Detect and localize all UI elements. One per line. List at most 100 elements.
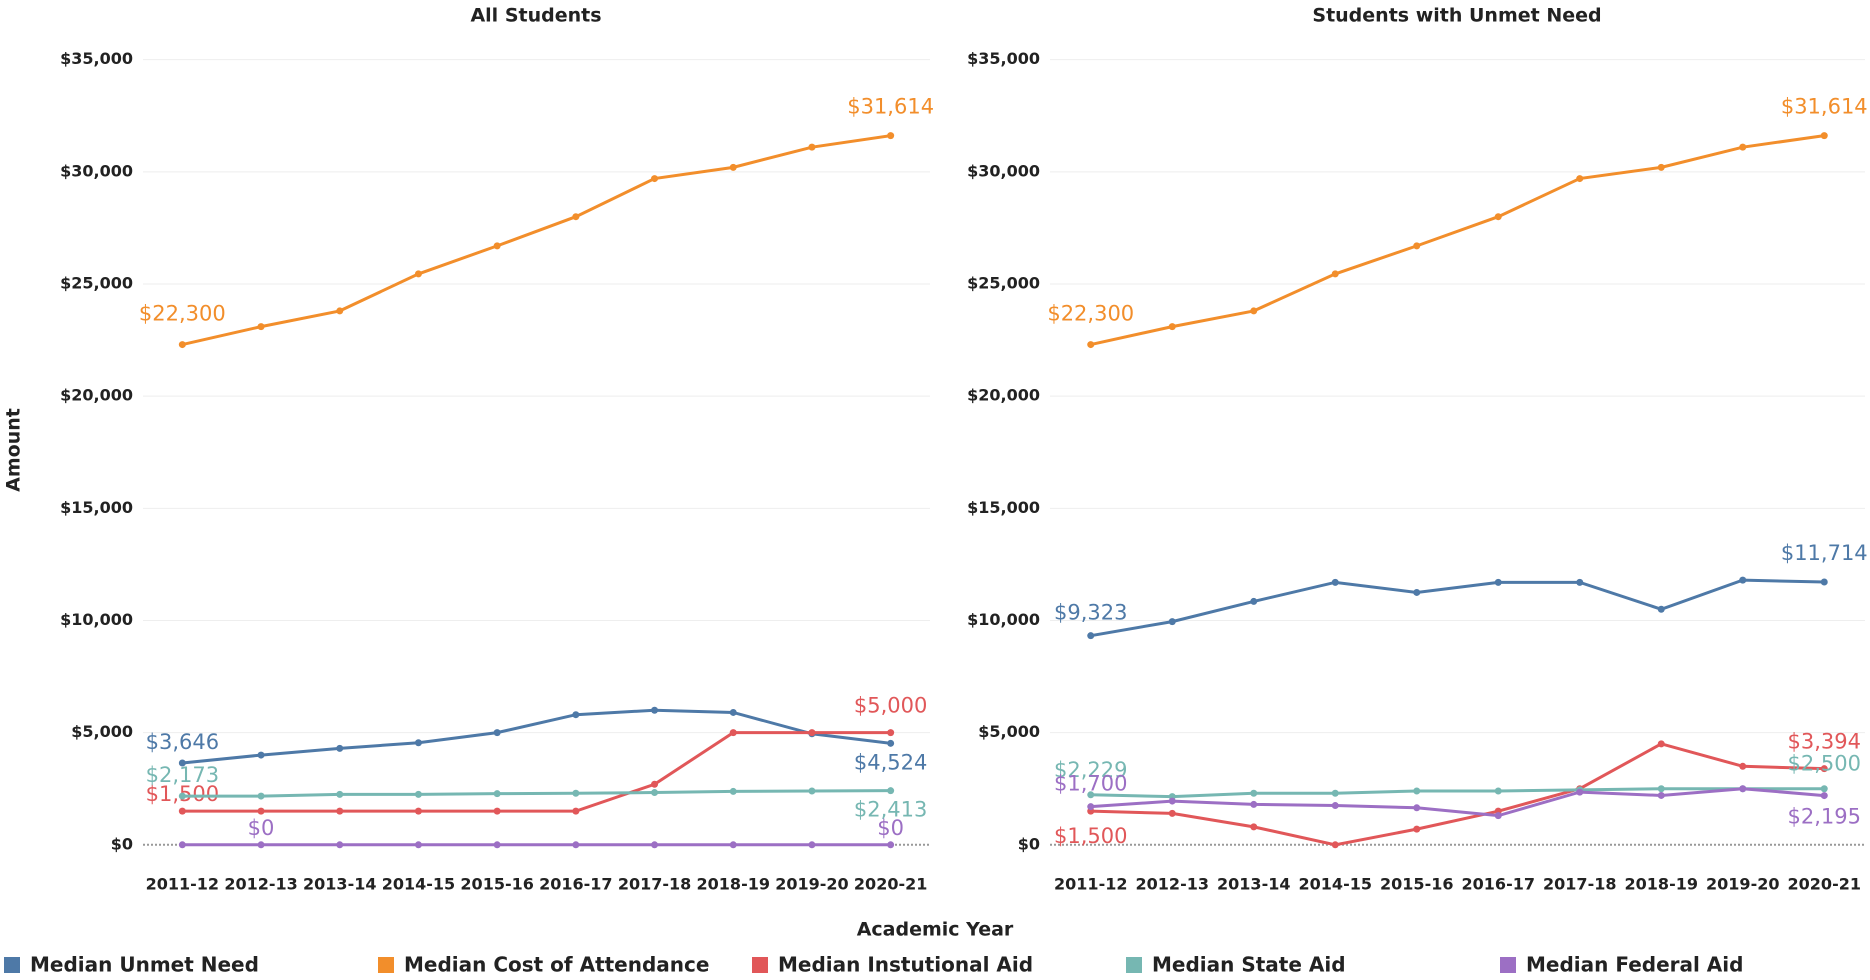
data-point xyxy=(887,729,895,737)
data-point xyxy=(493,807,501,815)
data-point xyxy=(1250,789,1258,797)
data-point xyxy=(1250,597,1258,605)
legend-swatch xyxy=(1500,957,1516,973)
data-point xyxy=(1820,792,1828,800)
data-point xyxy=(257,751,265,759)
y-tick-label: $30,000 xyxy=(967,161,1040,180)
data-point xyxy=(1250,823,1258,831)
y-tick-label: $35,000 xyxy=(60,49,133,68)
x-tick-label: 2016-17 xyxy=(1462,875,1535,894)
data-point xyxy=(1494,578,1502,586)
x-tick-label: 2018-19 xyxy=(697,875,770,894)
x-tick-label: 2015-16 xyxy=(1380,875,1453,894)
data-point xyxy=(572,841,580,849)
x-tick-label: 2012-13 xyxy=(224,875,297,894)
data-point xyxy=(808,143,816,151)
data-label: $22,300 xyxy=(1047,302,1134,326)
data-point xyxy=(1413,242,1421,250)
series-line xyxy=(182,708,891,765)
data-point xyxy=(1250,800,1258,808)
data-point xyxy=(887,132,895,140)
data-point xyxy=(1413,804,1421,812)
data-point xyxy=(336,744,344,752)
data-point xyxy=(257,323,265,331)
x-axis-label: Academic Year xyxy=(857,919,1014,941)
data-label: $4,524 xyxy=(854,750,927,774)
legend-swatch xyxy=(752,957,768,973)
data-point xyxy=(1494,812,1502,820)
data-point xyxy=(1739,576,1747,584)
series-line xyxy=(1090,742,1825,847)
legend-swatch xyxy=(4,957,20,973)
data-point xyxy=(493,841,501,849)
data-point xyxy=(651,780,659,788)
x-tick-label: 2018-19 xyxy=(1625,875,1698,894)
x-tick-label: 2020-21 xyxy=(1788,875,1861,894)
data-point xyxy=(178,792,186,800)
data-point xyxy=(178,341,186,349)
x-tick-label: 2013-14 xyxy=(1217,875,1290,894)
data-point xyxy=(1494,213,1502,221)
series-line xyxy=(182,134,891,347)
data-point xyxy=(1250,307,1258,315)
data-point xyxy=(1657,605,1665,613)
data-point xyxy=(651,706,659,714)
data-label: $2,229 xyxy=(1054,758,1127,782)
data-point xyxy=(1331,270,1339,278)
data-point xyxy=(1739,143,1747,151)
data-label: $0 xyxy=(248,816,275,840)
data-point xyxy=(887,787,895,795)
x-tick-label: 2015-16 xyxy=(460,875,533,894)
data-label: $31,614 xyxy=(1781,95,1868,119)
data-label: $31,614 xyxy=(847,95,934,119)
data-point xyxy=(1820,132,1828,140)
data-point xyxy=(336,790,344,798)
series-line xyxy=(1090,134,1825,347)
data-point xyxy=(493,790,501,798)
data-point xyxy=(729,163,737,171)
data-point xyxy=(808,729,816,737)
data-label: $3,646 xyxy=(146,730,219,754)
data-point xyxy=(178,759,186,767)
data-label: $11,714 xyxy=(1781,541,1868,565)
data-point xyxy=(257,841,265,849)
data-point xyxy=(808,787,816,795)
x-tick-label: 2011-12 xyxy=(146,875,219,894)
data-point xyxy=(651,175,659,183)
data-point xyxy=(1331,578,1339,586)
legend-label: Median Unmet Need xyxy=(30,953,259,977)
data-point xyxy=(414,807,422,815)
legend-label: Median Cost of Attendance xyxy=(404,953,709,977)
y-tick-label: $30,000 xyxy=(60,161,133,180)
x-tick-label: 2014-15 xyxy=(1299,875,1372,894)
chart-title: All Students xyxy=(470,5,601,27)
legend-label: Median Federal Aid xyxy=(1526,953,1743,977)
legend-swatch xyxy=(378,957,394,973)
data-point xyxy=(1820,785,1828,793)
data-point xyxy=(336,807,344,815)
data-point xyxy=(808,841,816,849)
data-point xyxy=(1331,802,1339,810)
data-point xyxy=(1168,323,1176,331)
data-point xyxy=(414,841,422,849)
data-point xyxy=(1168,618,1176,626)
x-tick-label: 2017-18 xyxy=(1543,875,1616,894)
data-point xyxy=(887,739,895,747)
series-line xyxy=(182,731,891,813)
data-point xyxy=(1576,175,1584,183)
data-point xyxy=(1494,787,1502,795)
data-point xyxy=(651,789,659,797)
data-point xyxy=(1576,788,1584,796)
chart-title: Students with Unmet Need xyxy=(1312,5,1601,27)
y-tick-label: $25,000 xyxy=(60,274,133,293)
y-axis-label: Amount xyxy=(3,408,25,492)
x-tick-label: 2011-12 xyxy=(1054,875,1127,894)
data-point xyxy=(1820,765,1828,773)
data-point xyxy=(1576,578,1584,586)
data-label: $22,300 xyxy=(139,302,226,326)
y-tick-label: $25,000 xyxy=(967,274,1040,293)
data-point xyxy=(414,270,422,278)
data-point xyxy=(1413,588,1421,596)
data-point xyxy=(1168,809,1176,817)
x-tick-label: 2017-18 xyxy=(618,875,691,894)
